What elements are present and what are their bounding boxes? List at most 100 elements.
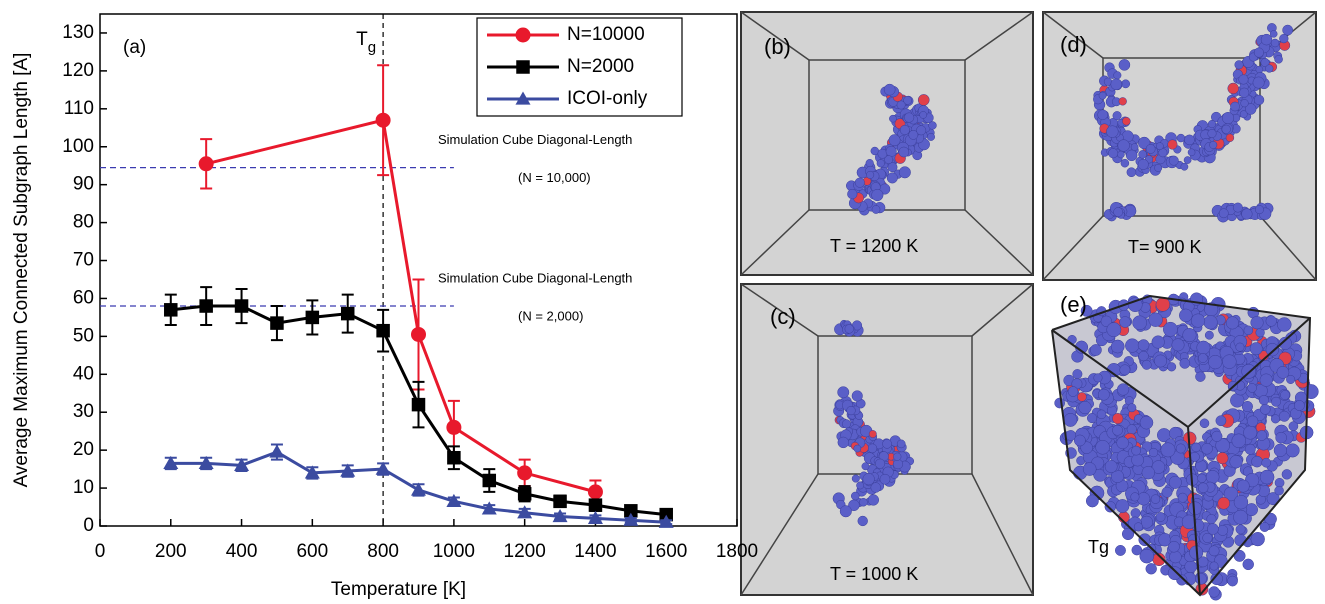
atom: [1096, 409, 1107, 420]
atom: [889, 114, 897, 123]
tg-label: Tg: [356, 29, 376, 56]
marker: [624, 504, 638, 518]
panel-label: (e): [1060, 292, 1087, 317]
panel-inner: [808, 59, 966, 211]
atom: [1097, 388, 1110, 401]
plot-frame: [99, 13, 738, 527]
atom: [1150, 494, 1161, 504]
atom: [1119, 364, 1131, 376]
y-tick-label: 50: [73, 325, 94, 346]
atom: [875, 458, 886, 469]
atom: [1121, 79, 1131, 89]
atom: [1241, 400, 1253, 413]
atom: [1175, 443, 1186, 454]
atom: [1222, 354, 1237, 369]
atom: [1180, 162, 1189, 171]
marker: [446, 419, 462, 435]
atom: [879, 473, 891, 485]
atom: [867, 443, 878, 454]
atom: [1259, 522, 1270, 532]
atom: [1197, 473, 1207, 483]
reference-sublabel: (N = 2,000): [518, 308, 583, 323]
atom: [1154, 163, 1163, 172]
atom: [1223, 486, 1239, 502]
atom: [884, 155, 894, 165]
atom: [1106, 322, 1122, 338]
atom: [1093, 373, 1103, 383]
atom: [1217, 496, 1230, 510]
atom: [1253, 94, 1265, 106]
y-axis-label: Average Maximum Connected Subgraph Lengt…: [11, 53, 32, 488]
atom: [898, 166, 911, 179]
atom: [1275, 431, 1287, 444]
atom: [1072, 369, 1083, 380]
atom: [1177, 492, 1188, 503]
atom: [1249, 342, 1263, 356]
y-tick-label: 0: [83, 515, 94, 536]
atom: [1277, 317, 1292, 332]
atom: [1255, 65, 1264, 74]
atom: [1115, 545, 1126, 556]
atom: [1112, 413, 1124, 425]
x-tick-label: 1000: [433, 541, 475, 562]
atom: [1190, 313, 1206, 328]
atom: [1256, 430, 1268, 441]
marker: [587, 484, 603, 500]
atom: [1236, 479, 1250, 493]
atom-cluster: [832, 319, 915, 527]
atom: [1221, 124, 1231, 134]
atom: [882, 439, 892, 449]
atom: [844, 324, 854, 334]
atom: [1097, 109, 1109, 121]
atom: [1130, 143, 1139, 151]
atom: [876, 159, 885, 168]
atom: [871, 189, 884, 202]
panel-caption: T = 1200 K: [830, 236, 918, 256]
marker: [517, 505, 533, 519]
atom: [1274, 485, 1284, 496]
panel-edges: [740, 283, 1034, 596]
atom: [1254, 205, 1264, 215]
atom: [1122, 116, 1131, 126]
atom: [1294, 400, 1305, 411]
atom: [1184, 134, 1195, 146]
atom: [1234, 534, 1247, 547]
atom: [1167, 139, 1178, 150]
atom: [1285, 443, 1300, 458]
atom: [1080, 304, 1093, 317]
y-tick-label: 110: [64, 98, 94, 119]
atom: [1244, 443, 1256, 455]
atom: [1218, 208, 1229, 219]
y-tick-label: 10: [73, 477, 94, 498]
atom: [1208, 545, 1220, 557]
marker: [658, 514, 674, 528]
atom: [1145, 563, 1157, 575]
atom: [1131, 445, 1142, 456]
atom: [898, 146, 910, 158]
atom: [1085, 494, 1099, 508]
atom: [919, 111, 928, 119]
atom: [1233, 509, 1249, 525]
atom: [1139, 548, 1155, 564]
atom: [1118, 59, 1131, 71]
atom: [1154, 354, 1167, 368]
atom: [1270, 414, 1281, 424]
marker: [340, 463, 356, 477]
marker: [587, 510, 603, 525]
atom: [854, 177, 865, 188]
marker: [234, 457, 250, 471]
atom: [841, 419, 852, 429]
atom-cluster: [846, 83, 937, 216]
atom: [887, 162, 898, 173]
atom: [1151, 335, 1165, 349]
atom: [1148, 312, 1163, 327]
atom: [1131, 453, 1144, 467]
atom: [892, 459, 904, 470]
x-axis-label: Temperature [K]: [331, 579, 466, 600]
atom: [904, 112, 915, 123]
atom: [1225, 133, 1235, 142]
atom: [1288, 421, 1299, 432]
y-tick-label: 80: [73, 212, 94, 233]
atom: [1168, 475, 1182, 489]
atom: [1233, 494, 1249, 510]
